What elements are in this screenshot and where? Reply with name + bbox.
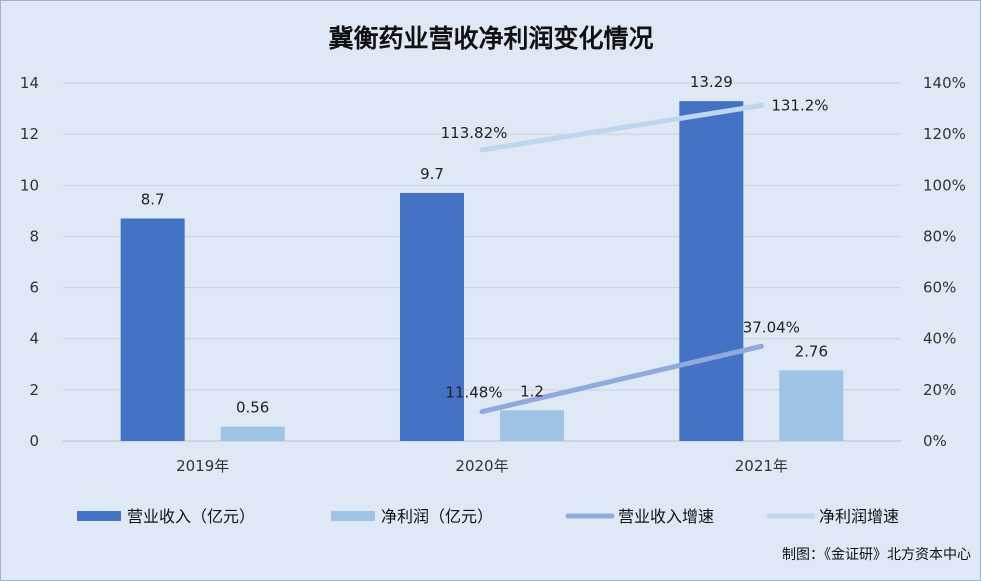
legend-label: 净利润（亿元） bbox=[381, 507, 493, 526]
series-line bbox=[479, 343, 764, 415]
bar-data-label: 13.29 bbox=[690, 73, 733, 91]
line-data-label: 131.2% bbox=[771, 97, 828, 115]
x-tick-label: 2020年 bbox=[455, 457, 508, 475]
left-tick-label: 2 bbox=[29, 381, 39, 399]
bar bbox=[500, 410, 564, 441]
right-tick-label: 40% bbox=[923, 330, 956, 348]
bar-data-label: 2.76 bbox=[795, 342, 828, 360]
left-tick-label: 10 bbox=[20, 176, 39, 194]
x-axis: 2019年 2020年 2021年 bbox=[176, 457, 788, 475]
x-tick-label: 2021年 bbox=[735, 457, 788, 475]
line-data-label: 11.48% bbox=[445, 384, 502, 402]
bar-data-label: 0.56 bbox=[236, 399, 269, 417]
gridlines bbox=[63, 82, 901, 442]
right-tick-label: 100% bbox=[923, 176, 966, 194]
bar bbox=[679, 101, 744, 442]
bar-data-label: 9.7 bbox=[420, 165, 444, 183]
line-data-label: 113.82% bbox=[441, 124, 508, 142]
chart-title: 冀衡药业营收净利润变化情况 bbox=[328, 24, 653, 53]
left-axis: 0 2 4 6 8 10 12 14 bbox=[20, 74, 39, 450]
right-tick-label: 80% bbox=[923, 227, 956, 245]
right-tick-label: 120% bbox=[923, 125, 966, 143]
left-tick-label: 0 bbox=[29, 432, 39, 450]
right-tick-label: 20% bbox=[923, 381, 956, 399]
right-tick-label: 0% bbox=[923, 432, 947, 450]
legend: 营业收入（亿元） 净利润（亿元） 营业收入增速 净利润增速 bbox=[77, 507, 899, 526]
left-tick-label: 6 bbox=[29, 279, 39, 297]
x-tick-label: 2019年 bbox=[176, 457, 229, 475]
lines bbox=[479, 103, 764, 415]
bar-data-label: 8.7 bbox=[141, 191, 165, 209]
right-tick-label: 140% bbox=[923, 74, 966, 92]
left-tick-label: 12 bbox=[20, 125, 39, 143]
left-tick-label: 4 bbox=[29, 330, 39, 348]
bars bbox=[120, 101, 844, 442]
right-tick-label: 60% bbox=[923, 279, 956, 297]
data-labels: 8.7 9.7 13.29 0.56 1.2 2.76 11.48% 37.04% 113.82… bbox=[141, 73, 829, 417]
left-tick-label: 8 bbox=[29, 227, 39, 245]
bar bbox=[120, 218, 185, 441]
left-tick-label: 14 bbox=[20, 74, 39, 92]
bar bbox=[779, 370, 844, 441]
legend-label: 营业收入增速 bbox=[618, 507, 714, 526]
bar-data-label: 1.2 bbox=[520, 382, 544, 400]
series-line bbox=[479, 103, 764, 153]
legend-label: 营业收入（亿元） bbox=[127, 507, 255, 526]
line-data-label: 37.04% bbox=[743, 318, 800, 336]
legend-label: 净利润增速 bbox=[819, 507, 899, 526]
right-axis: 0% 20% 40% 60% 80% 100% 120% 140% bbox=[923, 74, 966, 450]
bar bbox=[220, 426, 285, 441]
bar bbox=[400, 192, 464, 441]
legend-swatch bbox=[77, 511, 121, 521]
credit-text: 制图：《金证研》北方资本中心 bbox=[782, 547, 971, 563]
legend-swatch bbox=[331, 511, 375, 521]
